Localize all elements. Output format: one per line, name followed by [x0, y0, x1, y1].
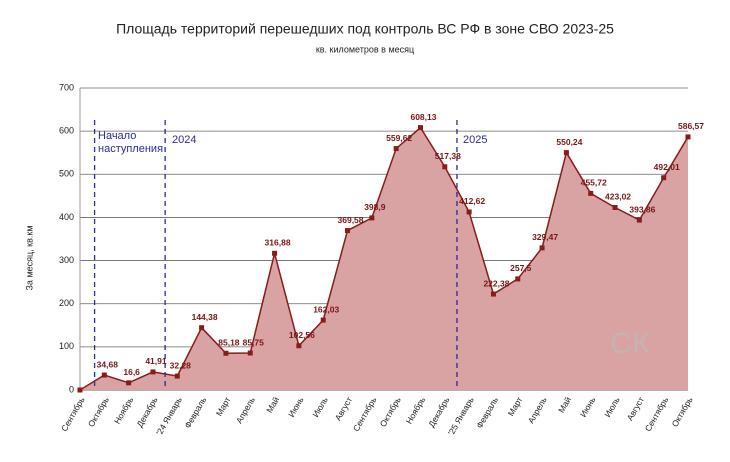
x-tick-label: Февраль — [474, 395, 500, 430]
x-tick-label: Декабрь — [426, 395, 452, 429]
value-label: 34,68 — [97, 359, 119, 369]
x-tick-label: Июнь — [578, 395, 598, 419]
value-label: 162,03 — [313, 304, 339, 314]
marker — [393, 146, 399, 152]
value-label: 455,72 — [581, 178, 607, 188]
x-tick-label: Февраль — [182, 395, 208, 430]
marker — [101, 372, 107, 378]
marker — [490, 291, 496, 297]
value-label: 412,62 — [459, 196, 485, 206]
x-tick-label: Сентябрь — [59, 395, 87, 433]
y-tick-label: 600 — [59, 126, 74, 136]
marker — [563, 150, 569, 156]
marker — [320, 317, 326, 323]
x-tick-label: Март — [506, 395, 525, 418]
y-tick-label: 200 — [59, 298, 74, 308]
marker — [126, 380, 132, 386]
x-tick-label: Июль — [602, 395, 622, 419]
x-tick-label: Апрель — [234, 395, 257, 425]
area — [80, 127, 688, 390]
value-label: 102,56 — [289, 330, 315, 340]
y-tick-label: 300 — [59, 255, 74, 265]
x-tick-label: Декабрь — [134, 395, 160, 429]
x-tick-label: Октябрь — [378, 395, 403, 429]
value-label: 144,38 — [192, 312, 218, 322]
value-label: 329,47 — [532, 232, 558, 242]
marker — [296, 343, 302, 349]
x-tick-label: Ноябрь — [404, 395, 428, 426]
watermark: СК — [610, 327, 650, 360]
value-label: 608,13 — [410, 112, 436, 122]
y-tick-label: 0 — [69, 384, 74, 394]
value-label: 316,88 — [265, 238, 291, 248]
marker — [199, 325, 205, 331]
value-label: 398,9 — [364, 202, 386, 212]
marker — [515, 276, 521, 282]
value-label: 492,01 — [654, 162, 680, 172]
y-tick-label: 400 — [59, 212, 74, 222]
x-tick-label: Август — [333, 395, 355, 422]
x-tick-label: Июнь — [286, 395, 306, 419]
x-tick-label: Август — [625, 395, 647, 422]
value-label: 85,75 — [243, 337, 265, 347]
value-label: 16,6 — [123, 367, 140, 377]
value-label: 257,5 — [510, 263, 532, 273]
marker — [588, 190, 594, 196]
annotation: 2025 — [463, 134, 487, 146]
chart-subtitle: кв. километров в месяц — [316, 44, 414, 54]
marker — [369, 215, 375, 221]
marker — [150, 369, 156, 375]
value-label: 559,62 — [386, 133, 412, 143]
marker — [345, 228, 351, 234]
x-tick-label: Июль — [310, 395, 330, 419]
chart-title: Площадь территорий перешедших под контро… — [116, 21, 614, 37]
value-label: 550,24 — [556, 137, 582, 147]
marker — [636, 217, 642, 223]
x-tick-label: Ноябрь — [112, 395, 136, 426]
marker — [174, 373, 180, 379]
x-tick-label: Март — [214, 395, 233, 418]
value-label: 423,02 — [605, 192, 631, 202]
value-label: 222,38 — [483, 278, 509, 288]
value-label: 32,28 — [170, 360, 192, 370]
y-tick-label: 700 — [59, 82, 74, 92]
marker — [247, 350, 253, 356]
x-tick-label: Сентябрь — [643, 395, 671, 433]
marker — [539, 245, 545, 251]
marker — [77, 387, 83, 393]
y-tick-label: 500 — [59, 169, 74, 179]
marker — [685, 134, 691, 140]
marker — [223, 350, 229, 356]
annotation: 2024 — [172, 134, 196, 146]
y-tick-label: 100 — [59, 341, 74, 351]
x-tick-label: Октябрь — [670, 395, 695, 429]
value-label: 586,57 — [678, 121, 704, 131]
value-label: 41,91 — [145, 356, 167, 366]
annotation: Начало наступления — [98, 130, 163, 155]
x-tick-label: Май — [556, 395, 573, 415]
line — [79, 126, 689, 391]
value-label: 393,86 — [629, 204, 655, 214]
x-tick-label: Апрель — [526, 395, 549, 425]
marker — [417, 125, 423, 131]
marker — [442, 164, 448, 170]
marker — [661, 175, 667, 181]
value-label: 369,58 — [338, 215, 364, 225]
value-label: 517,38 — [435, 151, 461, 161]
value-label: 85,18 — [218, 338, 240, 348]
x-tick-label: Октябрь — [86, 395, 111, 429]
y-axis-label: За месяц, кв.км — [24, 225, 34, 290]
marker — [612, 204, 618, 210]
x-tick-label: Сентябрь — [351, 395, 379, 433]
marker — [466, 209, 472, 215]
x-tick-label: Май — [264, 395, 281, 415]
marker — [272, 250, 278, 256]
